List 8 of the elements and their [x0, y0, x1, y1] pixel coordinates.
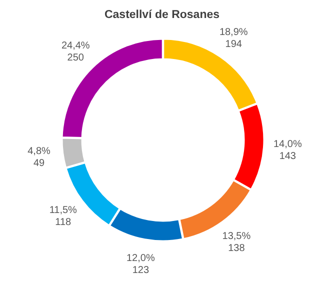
- data-label: 14,0% 143: [273, 139, 302, 162]
- data-label: 18,9% 194: [219, 26, 248, 50]
- data-label: 13,5% 138: [222, 231, 251, 254]
- data-label: 12,0% 123: [126, 252, 155, 276]
- data-label: 11,5% 118: [49, 205, 78, 228]
- data-label: 4,8% 49: [28, 146, 51, 170]
- chart-title: Castellví de Rosanes: [104, 9, 220, 21]
- data-label: 24,4% 250: [61, 40, 90, 64]
